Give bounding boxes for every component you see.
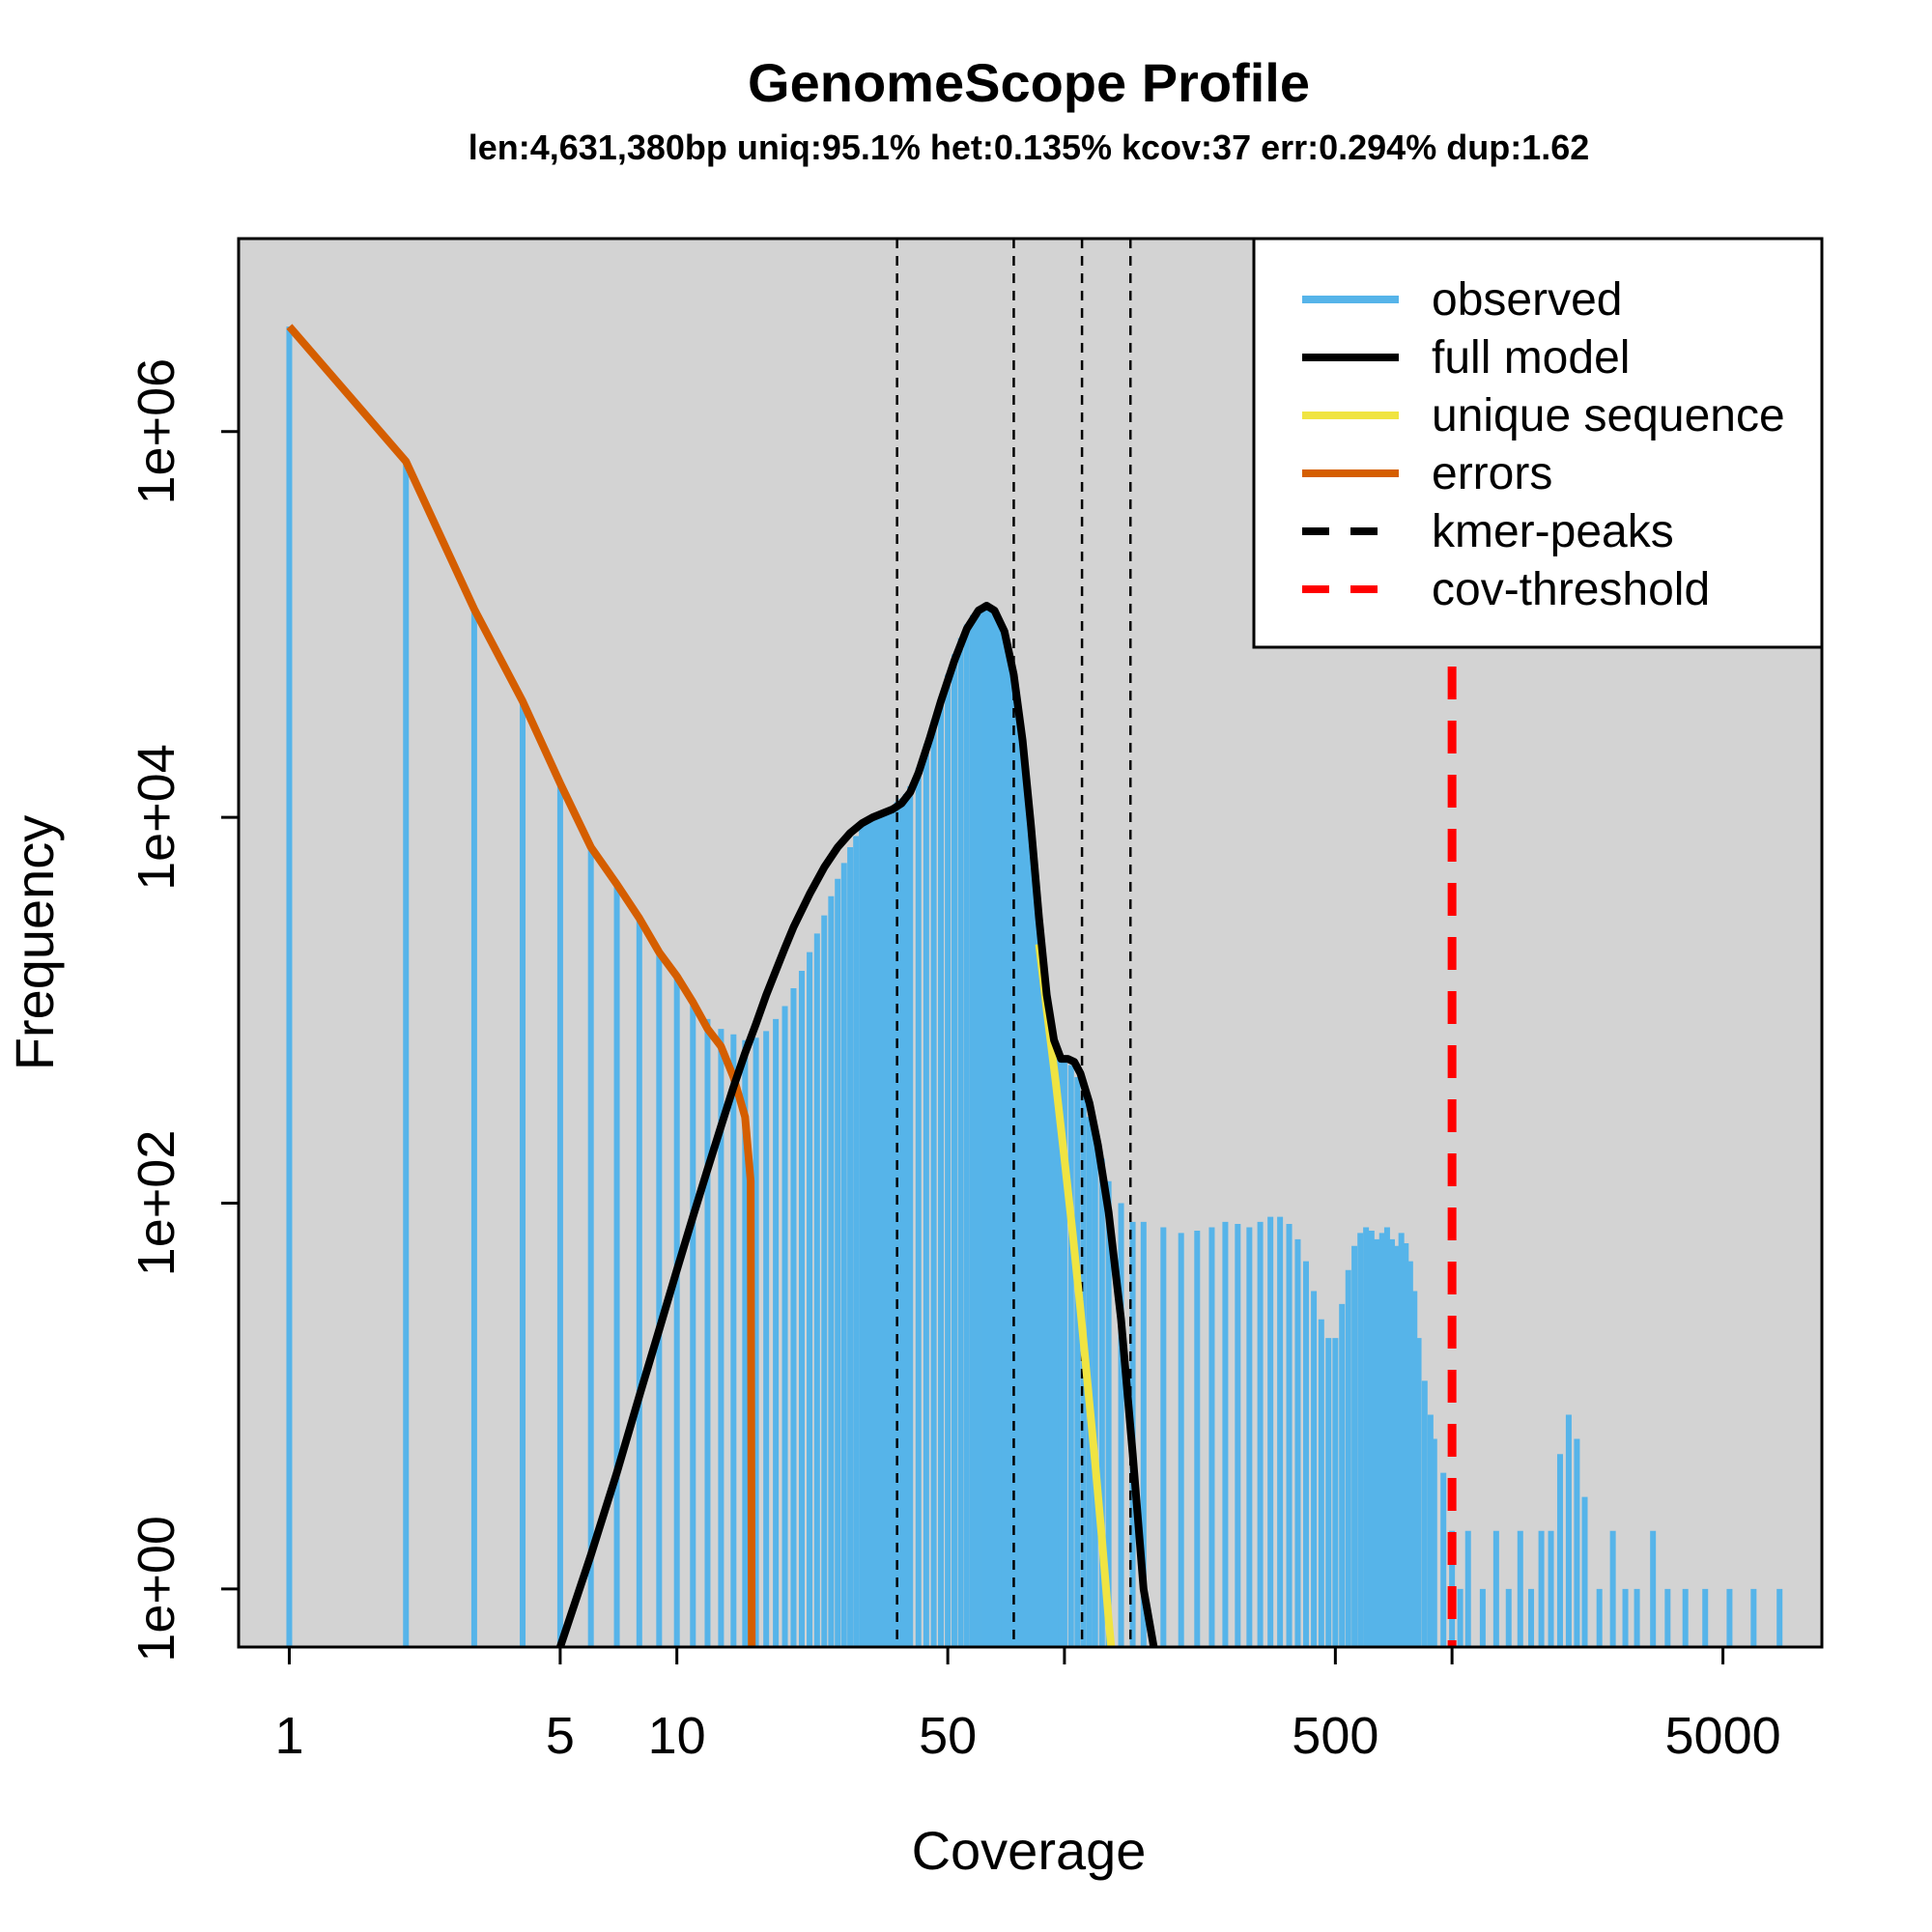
y-tick-label: 1e+06	[128, 358, 185, 505]
x-axis-label: Coverage	[912, 1820, 1147, 1881]
x-tick-label: 5	[546, 1707, 575, 1765]
y-tick-label: 1e+04	[128, 744, 185, 891]
chart-subtitle: len:4,631,380bp uniq:95.1% het:0.135% kc…	[469, 128, 1590, 167]
y-axis: 1e+00 1e+02 1e+04 1e+06	[128, 358, 239, 1662]
x-tick-label: 10	[648, 1707, 706, 1765]
x-axis: 1 5 10 50 500 5000	[274, 1645, 1781, 1765]
legend-label: kmer-peaks	[1432, 506, 1674, 557]
x-tick-label: 5000	[1665, 1707, 1781, 1765]
legend-label: errors	[1432, 448, 1552, 499]
model-lines	[286, 324, 1158, 1649]
x-tick-label: 50	[919, 1707, 977, 1765]
legend-label: cov-threshold	[1432, 564, 1710, 615]
chart-title: GenomeScope Profile	[748, 52, 1310, 113]
y-axis-label: Frequency	[4, 815, 65, 1071]
legend: observed full model unique sequence errors k…	[1252, 237, 1824, 649]
unique-sequence-line	[1035, 943, 1116, 1648]
legend-label: unique sequence	[1432, 390, 1785, 441]
observed-histogram	[286, 327, 1783, 1647]
y-tick-label: 1e+00	[128, 1516, 185, 1662]
errors-line	[286, 324, 756, 1648]
x-tick-label: 500	[1292, 1707, 1378, 1765]
y-tick-label: 1e+02	[128, 1130, 185, 1277]
full-model-line	[556, 602, 1158, 1649]
x-tick-label: 1	[274, 1707, 303, 1765]
legend-label: full model	[1432, 332, 1630, 384]
legend-label: observed	[1432, 274, 1622, 326]
legend-box	[1252, 237, 1824, 649]
